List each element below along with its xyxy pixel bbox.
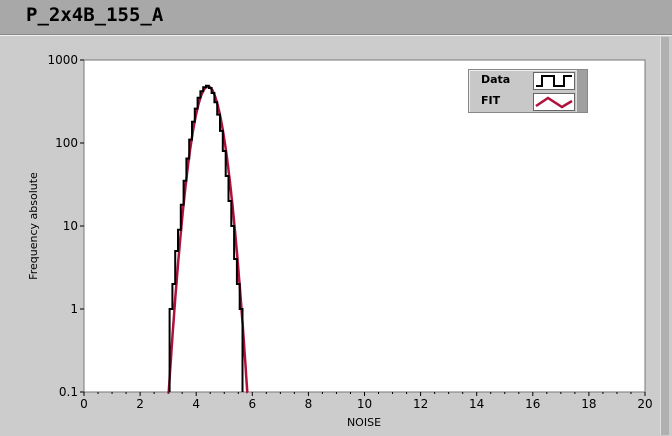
- x-tick-label: 0: [80, 397, 88, 411]
- data-step-line: [168, 84, 244, 392]
- legend-scrollbar[interactable]: [576, 70, 587, 112]
- x-tick-label: 4: [192, 397, 200, 411]
- title-bar: P_2x4B_155_A: [0, 0, 672, 35]
- line-icon: [533, 93, 575, 111]
- x-axis-label: NOISE: [347, 416, 381, 429]
- x-tick-label: 10: [357, 397, 372, 411]
- legend-label: Data: [481, 73, 511, 86]
- legend: Data FIT: [468, 69, 588, 113]
- window-title: P_2x4B_155_A: [26, 4, 164, 26]
- y-tick-label: 0.1: [59, 385, 78, 399]
- x-tick-label: 6: [248, 397, 256, 411]
- legend-label: FIT: [481, 94, 501, 107]
- step-line-icon: [533, 72, 575, 90]
- y-tick-label: 10: [63, 219, 78, 233]
- x-tick-label: 18: [581, 397, 596, 411]
- legend-item-data[interactable]: Data: [469, 70, 577, 90]
- x-tick-label: 8: [305, 397, 313, 411]
- scrollbar[interactable]: [660, 37, 669, 435]
- y-tick-label: 1000: [47, 53, 78, 67]
- x-tick-label: 2: [136, 397, 144, 411]
- y-tick-label: 1: [70, 302, 78, 316]
- y-axis-label: Frequency absolute: [27, 172, 40, 280]
- y-tick-label: 100: [55, 136, 78, 150]
- legend-item-fit[interactable]: FIT: [469, 91, 577, 111]
- x-tick-label: 12: [413, 397, 428, 411]
- x-tick-label: 16: [525, 397, 540, 411]
- x-tick-label: 20: [637, 397, 652, 411]
- plot-area: [83, 59, 646, 393]
- x-tick-label: 14: [469, 397, 484, 411]
